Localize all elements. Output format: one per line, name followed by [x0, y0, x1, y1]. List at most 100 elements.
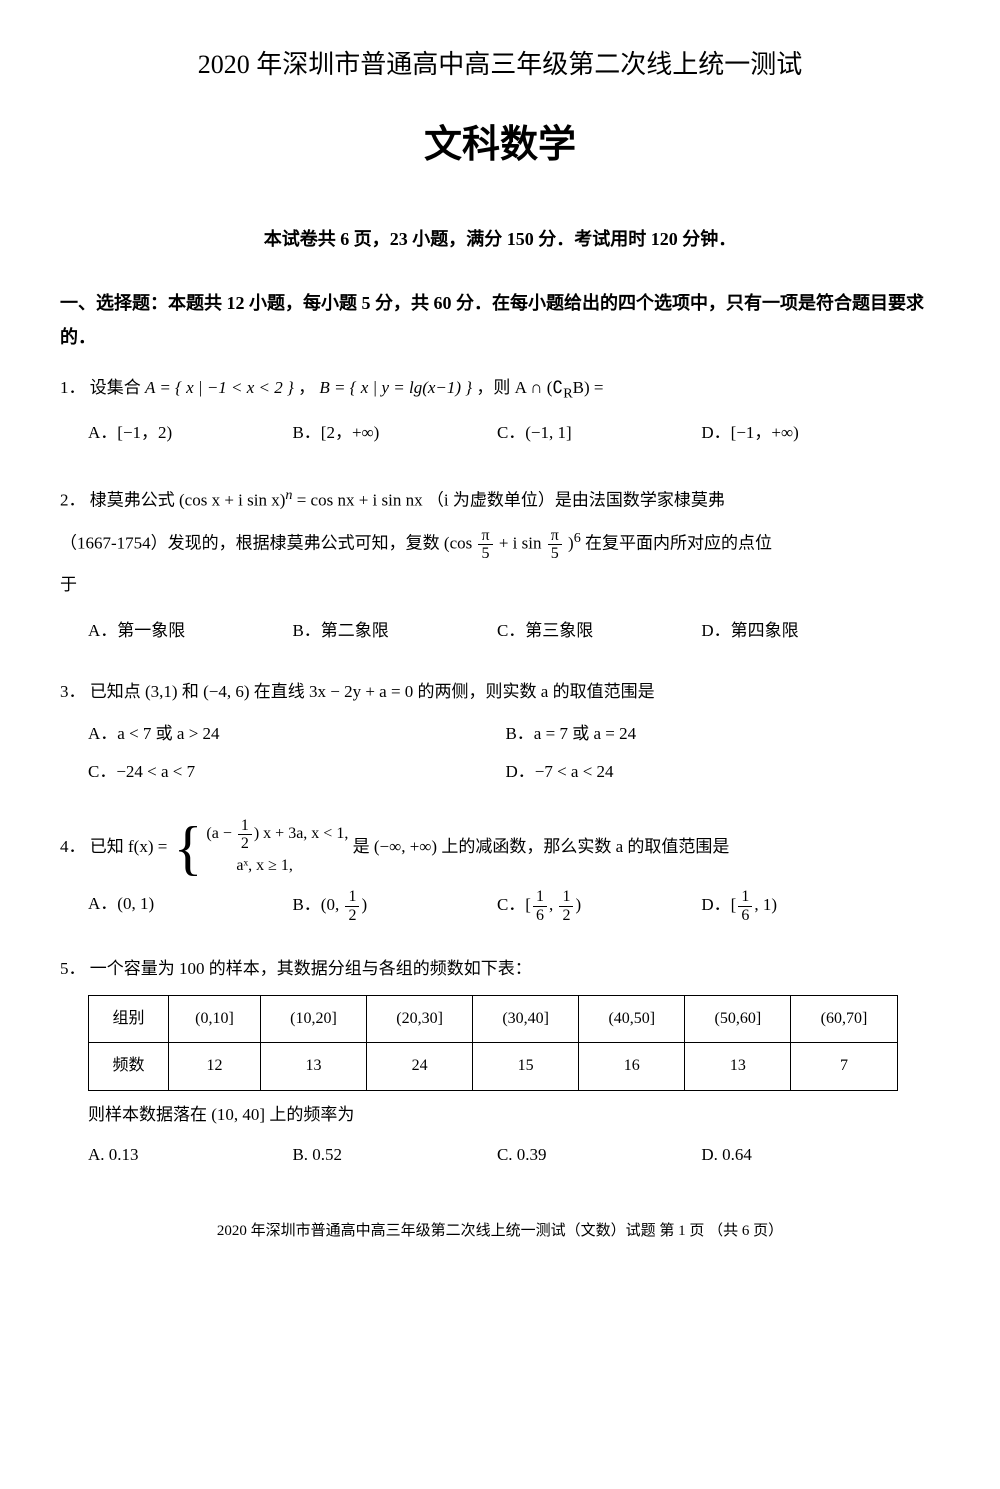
q4-choice-a: A．(0, 1) [88, 888, 292, 924]
q4-choice-b: B．(0, 12) [292, 888, 496, 924]
q2-s1a: 棣莫弗公式 (cos x + i sin x) [90, 490, 286, 509]
th-5: (40,50] [579, 995, 685, 1042]
th-3: (20,30] [367, 995, 473, 1042]
q5-stem: 5． 一个容量为 100 的样本，其数据分组与各组的频数如下表： [60, 953, 940, 985]
q3-choice-b: B．a = 7 或 a = 24 [505, 718, 922, 750]
q2-choice-b: B．第二象限 [292, 615, 496, 647]
q4-cb-post: ) [361, 895, 367, 914]
q3-choices: A．a < 7 或 a > 24 B．a = 7 或 a = 24 C．−24 … [88, 718, 940, 795]
q3-choice-a: A．a < 7 或 a > 24 [88, 718, 505, 750]
q1-complement-sub: R [563, 386, 572, 402]
q5-frequency-table: 组别 (0,10] (10,20] (20,30] (30,40] (40,50… [88, 995, 898, 1091]
q2-choice-c: C．第三象限 [497, 615, 701, 647]
q1-end: B) = [573, 378, 604, 397]
td-3: 15 [473, 1043, 579, 1090]
q2-choice-d: D．第四象限 [701, 615, 905, 647]
question-1: 1． 设集合 A = { x | −1 < x < 2 } ， B = { x … [60, 372, 940, 456]
q2-frac-2: π5 [548, 527, 562, 563]
td-2: 24 [367, 1043, 473, 1090]
th-1: (0,10] [169, 995, 261, 1042]
q4-cd-frac: 16 [738, 888, 752, 924]
q1-mid: ， [298, 378, 315, 397]
q5-choice-c: C. 0.39 [497, 1139, 701, 1171]
q3-text: 已知点 (3,1) 和 (−4, 6) 在直线 3x − 2y + a = 0 … [90, 682, 655, 701]
q5-stem2: 则样本数据落在 (10, 40] 上的频率为 [88, 1099, 940, 1131]
th-6: (50,60] [685, 995, 791, 1042]
q2-choice-a: A．第一象限 [88, 615, 292, 647]
subject-title: 文科数学 [60, 109, 940, 181]
table-row-data: 频数 12 13 24 15 16 13 7 [89, 1043, 898, 1090]
q1-set-b: B = { x | y = lg(x−1) } [319, 378, 472, 397]
td-5: 13 [685, 1043, 791, 1090]
question-5: 5． 一个容量为 100 的样本，其数据分组与各组的频数如下表： 组别 (0,1… [60, 953, 940, 1178]
q5-choice-a: A. 0.13 [88, 1139, 292, 1171]
q1-text-pre: 设集合 [90, 378, 145, 397]
q2-frac2-num: π [548, 527, 562, 546]
q4-cc-post: ) [575, 895, 581, 914]
q4-cc-n2: 1 [559, 888, 573, 907]
q4-case1: (a − 12) x + 3a, x < 1, [206, 825, 348, 842]
q3-number: 3． [60, 682, 86, 701]
q2-frac-1: π5 [478, 527, 492, 563]
paper-info: 本试卷共 6 页，23 小题，满分 150 分．考试用时 120 分钟． [60, 222, 940, 256]
q4-cc-n1: 1 [533, 888, 547, 907]
q2-stem: 2． 棣莫弗公式 (cos x + i sin x)n = cos nx + i… [60, 478, 940, 606]
q2-s2b: + i sin [499, 534, 546, 553]
th-4: (30,40] [473, 995, 579, 1042]
q4-cc-f1: 16 [533, 888, 547, 924]
td-4: 16 [579, 1043, 685, 1090]
q2-exp6: 6 [574, 530, 581, 546]
q2-s3: 于 [60, 575, 77, 594]
q3-choice-c: C．−24 < a < 7 [88, 756, 505, 788]
q3-stem: 3． 已知点 (3,1) 和 (−4, 6) 在直线 3x − 2y + a =… [60, 676, 940, 708]
th-2: (10,20] [260, 995, 366, 1042]
q4-cd-num: 1 [738, 888, 752, 907]
page-footer: 2020 年深圳市普通高中高三年级第二次线上统一测试（文数）试题 第 1 页 （… [60, 1217, 940, 1246]
q4-brace-icon: { [174, 818, 203, 878]
th-0: 组别 [89, 995, 169, 1042]
q4-cb-frac: 12 [345, 888, 359, 924]
q4-cd-pre: D．[ [701, 895, 736, 914]
q5-choice-b: B. 0.52 [292, 1139, 496, 1171]
question-4: 4． 已知 f(x) = { (a − 12) x + 3a, x < 1, a… [60, 817, 940, 931]
td-label: 频数 [89, 1043, 169, 1090]
q4-c1-pre: (a − [206, 825, 235, 842]
question-3: 3． 已知点 (3,1) 和 (−4, 6) 在直线 3x − 2y + a =… [60, 676, 940, 795]
q4-c1-num: 1 [238, 817, 252, 836]
q4-cb-pre: B．(0, [292, 895, 343, 914]
q1-choice-a: A．[−1，2) [88, 417, 292, 449]
q4-pre: 已知 f(x) = [90, 836, 172, 855]
q4-cb-den: 2 [345, 907, 359, 925]
q2-s2d: 在复平面内所对应的点位 [585, 534, 772, 553]
q4-c1-frac: 12 [238, 817, 252, 853]
td-0: 12 [169, 1043, 261, 1090]
q1-set-a: A = { x | −1 < x < 2 } [145, 378, 294, 397]
q2-frac1-num: π [478, 527, 492, 546]
q5-number: 5． [60, 959, 86, 978]
q2-s1b: = cos nx + i sin nx （i 为虚数单位）是由法国数学家棣莫弗 [297, 490, 725, 509]
td-6: 7 [791, 1043, 897, 1090]
q1-post: ，则 A ∩ (∁ [476, 378, 563, 397]
q4-post: 是 (−∞, +∞) 上的减函数，那么实数 a 的取值范围是 [353, 836, 730, 855]
q4-choice-d: D．[16, 1) [701, 888, 905, 924]
q4-stem: 4． 已知 f(x) = { (a − 12) x + 3a, x < 1, a… [60, 817, 940, 879]
exam-title: 2020 年深圳市普通高中高三年级第二次线上统一测试 [60, 40, 940, 89]
th-7: (60,70] [791, 995, 897, 1042]
q2-s2a: （1667-1754）发现的，根据棣莫弗公式可知，复数 (cos [60, 534, 476, 553]
question-2: 2． 棣莫弗公式 (cos x + i sin x)n = cos nx + i… [60, 478, 940, 654]
q5-choice-d: D. 0.64 [701, 1139, 905, 1171]
q4-number: 4． [60, 836, 86, 855]
q2-choices: A．第一象限 B．第二象限 C．第三象限 D．第四象限 [88, 615, 940, 653]
q4-cb-num: 1 [345, 888, 359, 907]
q1-choice-d: D．[−1，+∞) [701, 417, 905, 449]
q4-c1-post: ) x + 3a, x < 1, [254, 825, 348, 842]
q1-number: 1． [60, 378, 86, 397]
q4-choices: A．(0, 1) B．(0, 12) C．[16, 12) D．[16, 1) [88, 888, 940, 930]
q5-text: 一个容量为 100 的样本，其数据分组与各组的频数如下表： [90, 959, 532, 978]
q1-choice-c: C．(−1, 1] [497, 417, 701, 449]
q2-frac1-den: 5 [478, 545, 492, 563]
section-1-instruction: 一、选择题：本题共 12 小题，每小题 5 分，共 60 分．在每小题给出的四个… [60, 286, 940, 354]
q2-exp-n: n [285, 487, 292, 503]
q4-cases: (a − 12) x + 3a, x < 1, aˣ, x ≥ 1, [206, 817, 348, 879]
q4-cc-d2: 2 [559, 907, 573, 925]
